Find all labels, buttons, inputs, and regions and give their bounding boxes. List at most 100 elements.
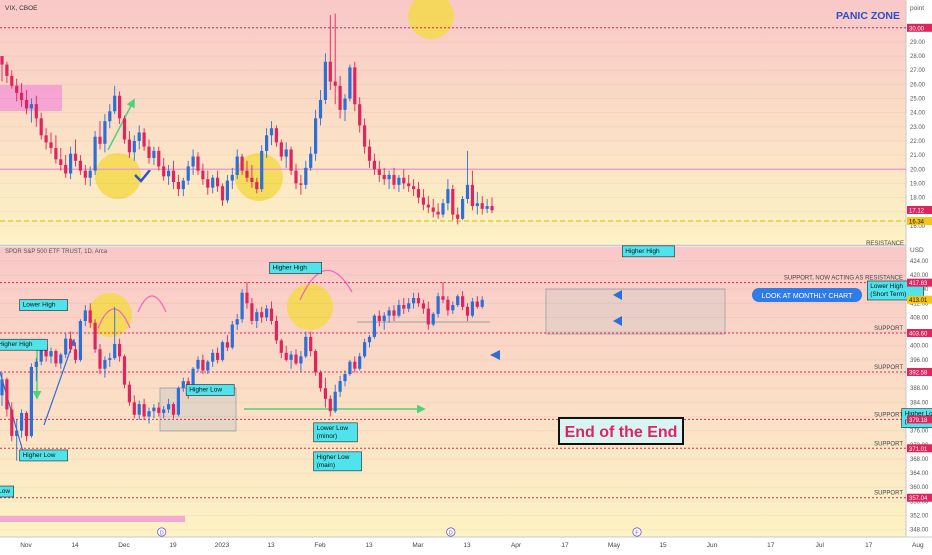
vix-candle: [152, 146, 156, 166]
spy-candle: [88, 303, 92, 329]
spy-candle: [225, 335, 229, 352]
spy-candle: [250, 297, 254, 325]
pattern-label-text: Higher Low: [905, 411, 932, 418]
spy-candle: [83, 305, 87, 327]
spy-candle: [470, 297, 474, 318]
spy-candle: [216, 347, 220, 364]
vix-candle: [39, 112, 43, 140]
time-axis-label: 13: [365, 542, 373, 549]
spy-candle: [78, 319, 82, 362]
vix-candle: [147, 139, 151, 164]
spy-tick-label: 396.00: [910, 358, 929, 364]
vix-candle: [353, 61, 357, 112]
highlight-circle-vix-low-1: [95, 153, 141, 199]
vix-candle: [64, 155, 68, 178]
spy-candle: [348, 359, 352, 376]
consolidation-box-upper: [545, 288, 726, 335]
event-marker-symbol: D: [449, 530, 453, 536]
pattern-label-text: Low: [0, 488, 10, 495]
monthly-chart-note[interactable]: LOOK AT MONTHLY CHART: [752, 288, 862, 302]
vix-candle: [465, 150, 470, 204]
spy-candle: [407, 297, 411, 313]
event-marker-icon[interactable]: F: [632, 527, 642, 537]
vix-candle: [122, 115, 127, 144]
spy-candle: [382, 312, 386, 330]
vix-candle: [387, 170, 391, 190]
vix-candle: [171, 160, 176, 190]
spy-candle: [475, 296, 479, 309]
vix-tick-label: 25.00: [910, 97, 926, 103]
vix-candle: [29, 98, 33, 123]
vix-candle: [78, 155, 82, 175]
spy-candle: [10, 402, 14, 442]
price-tag: 16.34: [907, 217, 932, 226]
vix-candles: [0, 13, 494, 225]
spy-up-arrow-1: [43, 338, 76, 426]
vix-corner-label: point: [910, 5, 924, 12]
spy-candle: [245, 282, 249, 309]
vix-candle: [348, 64, 352, 102]
pattern-label: Higher Low: [185, 384, 235, 396]
spy-candle: [147, 407, 151, 424]
vix-tick-label: 21.00: [910, 153, 926, 159]
vix-candle: [176, 174, 180, 197]
event-marker-icon[interactable]: D: [446, 527, 456, 537]
spy-candle: [269, 301, 274, 325]
time-axis-label: 13: [267, 542, 275, 549]
vix-tick-label: 16.00: [910, 224, 926, 230]
spy-candle: [314, 349, 318, 376]
spy-candle: [465, 303, 470, 321]
time-axis[interactable]: Nov 14 Dec 19 2023 13 Feb 13 Mar 13 Apr 17 May 15 Jun 1…: [20, 527, 924, 549]
vix-candle: [304, 160, 308, 190]
headline-label: End of the End: [565, 424, 678, 441]
vix-grid-and-levels: 16.0017.0018.0019.0020.0021.0022.0023.00…: [0, 26, 926, 230]
vix-candle: [284, 142, 288, 168]
vix-candle: [24, 90, 29, 115]
time-axis-label: 2023: [215, 542, 230, 549]
vix-tick-label: 23.00: [910, 125, 926, 131]
vix-candle: [309, 146, 313, 171]
pattern-label: Higher Low: [19, 449, 68, 462]
spy-tick-label: 352.00: [910, 514, 929, 520]
pattern-label: Higher Low(main): [313, 451, 362, 472]
vix-candle: [73, 139, 78, 167]
spy-candle: [363, 338, 367, 359]
vix-candle: [54, 135, 58, 164]
spy-tick-label: 376.00: [910, 429, 929, 435]
pattern-label-text: Lower High: [23, 302, 56, 309]
vix-candle: [358, 97, 362, 133]
pattern-label: Low: [0, 485, 15, 498]
trend-arc-1: [97, 308, 131, 329]
vix-candle: [363, 118, 367, 154]
spy-candle: [49, 347, 53, 364]
spy-candle: [54, 349, 58, 367]
spy-tick-label: 388.00: [910, 386, 929, 392]
price-tag: 379.18: [907, 415, 932, 424]
spy-candle: [456, 294, 460, 307]
spy-candle: [201, 354, 205, 375]
spy-candle: [402, 297, 406, 314]
vix-candle: [59, 148, 63, 171]
vix-tick-label: 27.00: [910, 68, 926, 74]
vix-candle: [441, 198, 445, 218]
vix-candle: [181, 177, 185, 197]
spy-candle: [416, 292, 421, 307]
vix-candle: [49, 132, 53, 154]
spy-candle: [353, 356, 357, 373]
pattern-label-text: Lower High: [870, 283, 903, 290]
vix-tick-label: 20.00: [910, 167, 926, 173]
price-tag-label: 379.18: [909, 418, 928, 424]
vix-candle: [333, 13, 337, 105]
support-line-label: SUPPORT, NOW ACTING AS RESISTANCE: [784, 276, 903, 282]
spy-candle: [127, 381, 131, 406]
event-marker-icon[interactable]: D: [157, 527, 167, 537]
spy-tick-label: 360.00: [910, 485, 929, 491]
price-tag-label: 16.34: [909, 220, 925, 226]
spy-candle: [122, 354, 127, 389]
spy-candle: [309, 331, 313, 357]
time-axis-label: 15: [659, 542, 667, 549]
vix-candle: [461, 196, 465, 221]
vix-up-arrow: [107, 98, 135, 151]
pattern-label-text: Higher Low: [189, 387, 222, 394]
vix-candle: [196, 152, 200, 175]
